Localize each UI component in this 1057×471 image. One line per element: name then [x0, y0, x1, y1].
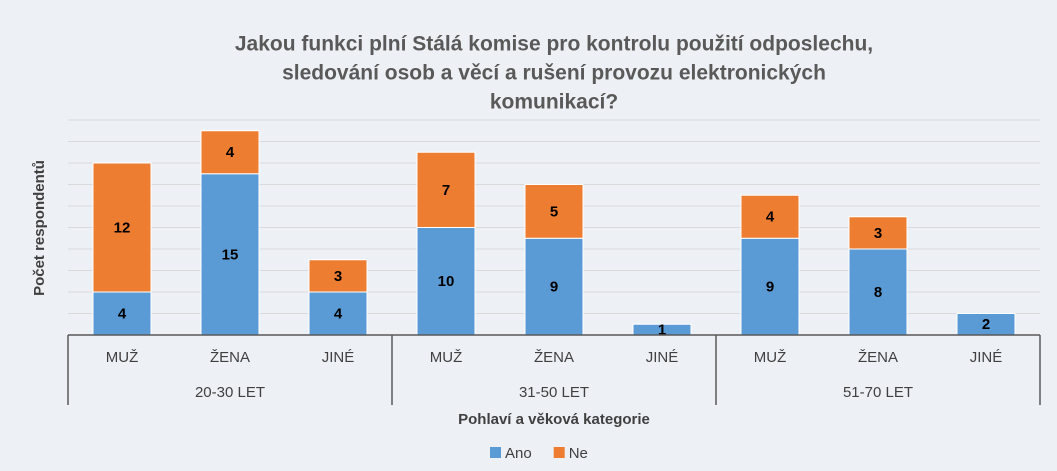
- group-label: 31-50 LET: [519, 384, 589, 401]
- data-label: 15: [222, 246, 239, 263]
- bar-segment: [740, 194, 800, 239]
- data-label: 9: [550, 279, 558, 296]
- x-tick-label: ŽENA: [534, 349, 574, 366]
- bar-segment: [308, 259, 368, 293]
- x-tick-label: JINÉ: [646, 349, 679, 366]
- x-tick-label: ŽENA: [858, 349, 898, 366]
- x-tick-label: JINÉ: [970, 349, 1003, 366]
- data-label: 9: [766, 279, 774, 296]
- chart-title: sledování osob a věcí a rušení provozu e…: [282, 62, 826, 85]
- data-label: 3: [874, 225, 882, 242]
- bar-segment: [308, 291, 368, 336]
- data-label: 10: [438, 273, 455, 290]
- bar-segment: [524, 237, 584, 336]
- data-label: 4: [334, 305, 343, 322]
- legend-swatch: [490, 447, 501, 458]
- x-axis-title: Pohlaví a věková kategorie: [458, 411, 650, 428]
- x-tick-label: MUŽ: [754, 349, 787, 366]
- data-label: 8: [874, 284, 882, 301]
- data-label: 4: [118, 305, 127, 322]
- bar-segment: [416, 227, 476, 336]
- data-label: 1: [658, 322, 666, 339]
- data-label: 5: [550, 203, 558, 220]
- data-label: 3: [334, 268, 342, 285]
- bar-segment: [92, 162, 152, 293]
- legend-swatch: [553, 447, 565, 458]
- bar-segment: [740, 237, 800, 336]
- bar-segment: [524, 184, 584, 239]
- data-label: 4: [226, 144, 235, 161]
- bar-segment: [92, 291, 152, 336]
- legend-label: Ano: [505, 445, 532, 462]
- bar-segment: [416, 151, 476, 228]
- bar-segment: [848, 216, 908, 250]
- x-tick-label: ŽENA: [210, 349, 250, 366]
- group-label: 51-70 LET: [843, 384, 913, 401]
- chart-title: Jakou funkci plní Stálá komise pro kontr…: [235, 33, 873, 56]
- x-tick-label: MUŽ: [430, 349, 463, 366]
- x-tick-label: MUŽ: [106, 349, 139, 366]
- data-label: 12: [114, 219, 131, 236]
- x-tick-label: JINÉ: [322, 349, 355, 366]
- bar-segment: [200, 173, 260, 336]
- data-label: 4: [766, 209, 775, 226]
- chart-title: komunikací?: [490, 91, 618, 114]
- y-axis-title: Počet respondentů: [31, 160, 48, 296]
- legend-label: Ne: [569, 445, 588, 462]
- bar-segment: [200, 130, 260, 175]
- data-label: 7: [442, 182, 450, 199]
- data-label: 2: [982, 316, 990, 333]
- group-label: 20-30 LET: [195, 384, 265, 401]
